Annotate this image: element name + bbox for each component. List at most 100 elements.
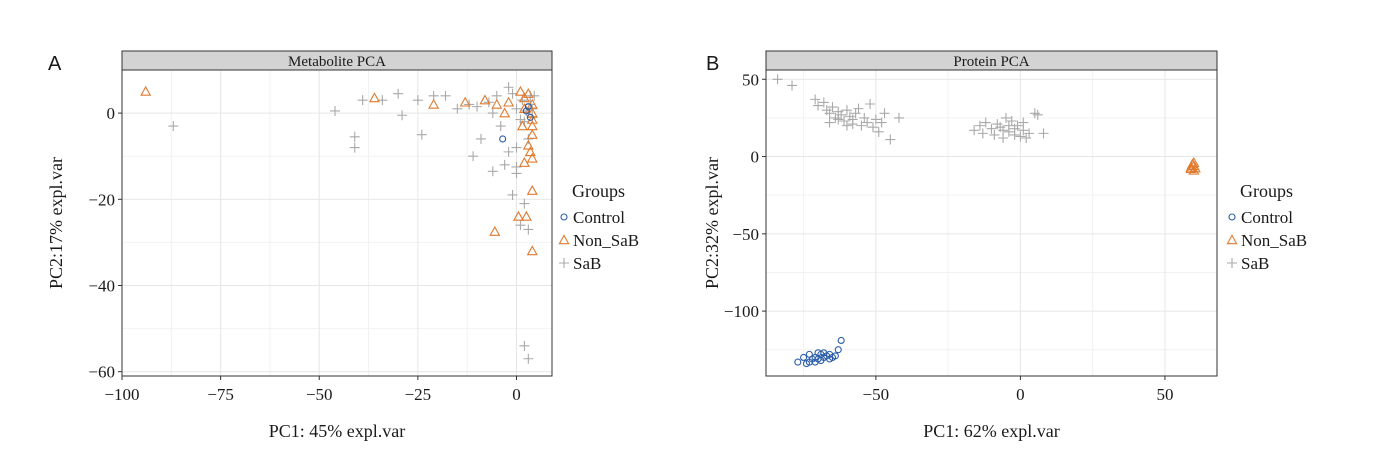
data-point-sab — [523, 224, 534, 235]
data-point-sab — [511, 161, 522, 172]
panel-a-x-tick-label: −100 — [104, 385, 139, 404]
panel-a-legend-title: Groups — [572, 181, 625, 201]
data-point-sab — [507, 189, 518, 200]
data-point-sab — [475, 133, 486, 144]
legend-label-sab: SaB — [573, 254, 601, 273]
data-point-non-sab — [516, 120, 528, 131]
data-point-sab — [841, 105, 852, 116]
data-point-sab — [813, 100, 824, 111]
panel-a-y-tick-label: −60 — [88, 363, 115, 382]
panel-b-y-tick-label: −100 — [724, 302, 759, 321]
panel-b-title-strip — [765, 50, 1218, 71]
panel-b-y-axis-title: PC2:32% expl.var — [702, 157, 722, 289]
panel-b-x-tick-label: −50 — [863, 385, 890, 404]
data-point-sab — [865, 99, 876, 109]
data-point-sab — [989, 129, 1000, 140]
data-point-sab — [824, 117, 835, 128]
data-point-non-sab — [522, 139, 534, 150]
data-point-non-sab — [526, 152, 538, 163]
panel-b-y-tick-label: 0 — [751, 148, 760, 167]
data-point-sab — [377, 95, 388, 106]
data-point-sab — [986, 123, 997, 134]
panel-a-title-strip — [121, 50, 553, 71]
panel-a-x-tick-label: −75 — [207, 385, 234, 404]
panel-b-title: Protein PCA — [953, 54, 1029, 70]
data-point-sab — [847, 114, 858, 125]
data-point-non-sab — [526, 113, 538, 124]
data-point-sab — [1038, 128, 1049, 139]
data-point-non-sab — [428, 98, 440, 109]
panel-a-x-tick-label: 0 — [512, 385, 521, 404]
data-point-sab — [349, 131, 360, 142]
legend-label-control: Control — [1241, 208, 1293, 227]
data-point-sab — [330, 105, 341, 116]
data-point-sab — [507, 88, 518, 99]
data-point-non-sab — [518, 156, 530, 167]
data-point-non-sab — [491, 98, 503, 109]
data-point-sab — [519, 340, 530, 351]
panel-a: A Metabolite PCA −100 −75 −50 −25 0 0 −20 −40 −60 P… — [46, 50, 639, 441]
panel-a-x-tick-label: −25 — [405, 385, 432, 404]
data-point-control — [837, 336, 845, 345]
data-point-sab — [487, 108, 498, 119]
data-point-sab — [870, 114, 881, 125]
panel-b-series-non-sab — [1185, 156, 1201, 175]
data-point-sab — [827, 102, 838, 113]
panel-a-y-axis-title: PC2:17% expl.var — [46, 157, 66, 289]
legend-key-non-sab — [1226, 234, 1238, 245]
legend-label-non-sab: Non_SaB — [1241, 231, 1307, 250]
data-point-sab — [1003, 120, 1014, 131]
data-point-non-sab — [1188, 156, 1200, 167]
panel-a-y-tick-label: −20 — [88, 190, 115, 209]
data-point-sab — [853, 103, 864, 114]
data-point-sab — [168, 121, 179, 132]
data-point-non-sab — [526, 245, 538, 256]
data-point-sab — [841, 120, 852, 131]
data-point-control — [800, 353, 808, 362]
panel-b-y-tick-label: −50 — [732, 225, 759, 244]
panel-b-x-tick-label: 0 — [1016, 385, 1025, 404]
data-point-non-sab — [499, 107, 511, 118]
panel-a-x-axis-title: PC1: 45% expl.var — [269, 421, 406, 441]
data-point-sab — [856, 120, 867, 131]
data-point-control — [526, 113, 534, 121]
data-point-sab — [393, 88, 404, 99]
data-point-sab — [515, 114, 526, 125]
panel-a-legend: Groups Control Non_SaB SaB — [558, 181, 639, 273]
legend-key-sab — [559, 258, 569, 268]
data-point-sab — [1012, 120, 1023, 131]
data-point-non-sab — [503, 96, 515, 107]
data-point-sab — [349, 142, 360, 153]
data-point-sab — [833, 114, 844, 125]
data-point-non-sab — [526, 184, 538, 195]
data-point-sab — [1009, 129, 1020, 140]
panel-b-series-control — [794, 336, 845, 368]
panel-b-y-tick-label: 50 — [742, 70, 759, 89]
data-point-sab — [876, 117, 887, 128]
panel-a-series-control — [499, 103, 534, 143]
data-point-sab — [487, 166, 498, 177]
legend-key-control — [1228, 213, 1236, 221]
data-point-non-sab — [1188, 164, 1200, 175]
data-point-control — [805, 350, 813, 358]
data-point-sab — [452, 103, 463, 114]
data-point-sab — [511, 103, 522, 114]
data-point-non-sab — [140, 85, 152, 96]
data-point-sab — [772, 74, 783, 85]
panel-a-plot-area — [122, 70, 552, 376]
data-point-sab — [357, 95, 368, 106]
legend-label-sab: SaB — [1241, 254, 1269, 273]
legend-key-control — [560, 213, 568, 221]
data-point-sab — [397, 110, 408, 121]
data-point-sab — [862, 117, 873, 128]
data-point-non-sab — [526, 128, 538, 139]
panel-b-plot-area — [766, 70, 1217, 376]
data-point-control — [794, 358, 802, 366]
data-point-sab — [503, 82, 514, 93]
data-point-sab — [873, 126, 884, 137]
data-point-sab — [879, 108, 890, 119]
data-point-non-sab — [514, 85, 526, 96]
data-point-sab — [1018, 117, 1029, 128]
data-point-sab — [1021, 133, 1032, 143]
